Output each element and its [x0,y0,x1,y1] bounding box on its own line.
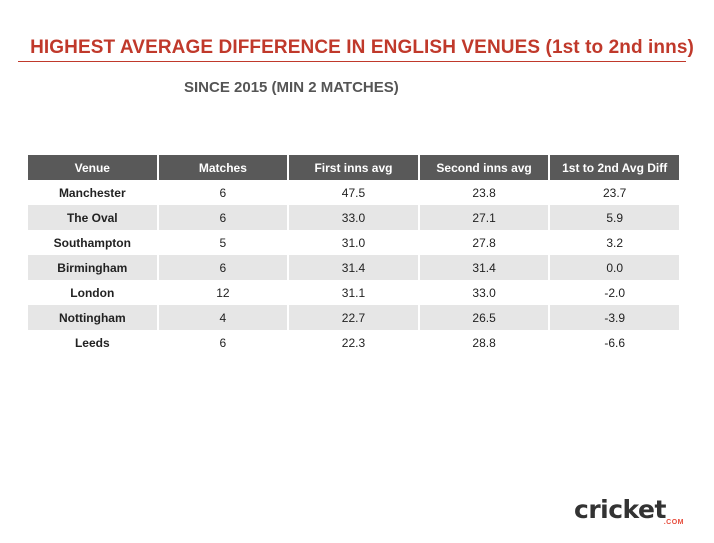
cricket-com-logo: cricket .COM [574,495,684,531]
matches-cell: 12 [216,285,230,300]
venue-cell: Leeds [74,335,110,350]
second-inns-avg-cell: 27.1 [419,205,549,230]
table-row: The Oval 6 33.0 27.1 5.9 [28,205,679,230]
avg-diff-cell: 3.2 [606,235,624,250]
first-inns-avg-cell: 22.7 [289,305,418,330]
table-row: London 12 31.1 33.0 -2.0 [28,280,679,305]
table-row: Manchester 6 47.5 23.8 23.7 [28,180,679,205]
column-header: Venue [28,155,157,180]
second-inns-avg-cell: 31.4 [419,255,549,280]
avg-diff-cell: 23.7 [603,185,627,200]
matches-cell: 6 [219,185,227,200]
first-inns-avg-cell: 47.5 [341,185,366,200]
matches-cell: 6 [158,205,288,230]
matches-cell: 6 [219,335,227,350]
column-header: 1st to 2nd Avg Diff [550,155,679,180]
first-inns-avg-cell: 31.1 [341,285,366,300]
column-header: First inns avg [289,155,418,180]
table-header-row: Venue Matches First inns avg Second inns… [28,155,679,180]
venue-cell: Nottingham [28,305,157,330]
matches-cell: 6 [158,255,288,280]
column-header: Second inns avg [419,155,549,180]
second-inns-avg-cell: 28.8 [472,335,496,350]
matches-cell: 4 [158,305,288,330]
venue-cell: London [70,285,115,300]
avg-diff-cell: -3.9 [550,305,679,330]
title-underline [18,61,686,62]
logo-wordmark: cricket [574,495,666,524]
avg-diff-cell: -6.6 [604,335,626,350]
table-row: Nottingham 4 22.7 26.5 -3.9 [28,305,679,330]
venue-table: Venue Matches First inns avg Second inns… [26,155,681,355]
first-inns-avg-cell: 33.0 [289,205,418,230]
table-row: Leeds 6 22.3 28.8 -6.6 [28,330,679,355]
table-row: Southampton 5 31.0 27.8 3.2 [28,230,679,255]
venue-cell: Southampton [53,235,131,250]
second-inns-avg-cell: 33.0 [472,285,496,300]
chart-title: HIGHEST AVERAGE DIFFERENCE IN ENGLISH VE… [30,37,694,58]
matches-cell: 5 [219,235,227,250]
first-inns-avg-cell: 31.0 [341,235,366,250]
first-inns-avg-cell: 22.3 [341,335,366,350]
venue-cell: Birmingham [28,255,157,280]
venue-cell: The Oval [28,205,157,230]
chart-subtitle: SINCE 2015 (MIN 2 MATCHES) [184,79,399,96]
column-header: Matches [158,155,288,180]
venue-cell: Manchester [58,185,126,200]
second-inns-avg-cell: 26.5 [419,305,549,330]
second-inns-avg-cell: 27.8 [472,235,496,250]
avg-diff-cell: 0.0 [550,255,679,280]
avg-diff-cell: 5.9 [550,205,679,230]
second-inns-avg-cell: 23.8 [472,185,496,200]
first-inns-avg-cell: 31.4 [289,255,418,280]
avg-diff-cell: -2.0 [604,285,626,300]
table-row: Birmingham 6 31.4 31.4 0.0 [28,255,679,280]
logo-com-text: .COM [663,519,684,526]
